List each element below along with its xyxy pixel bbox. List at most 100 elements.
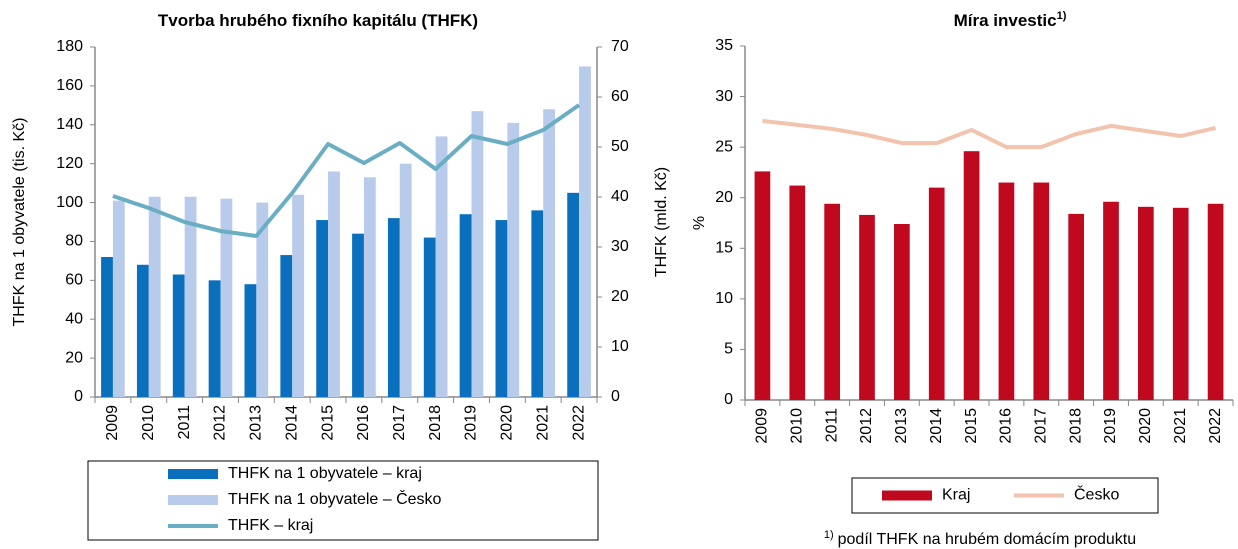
y2-tick-label: 30	[611, 238, 629, 255]
legend-swatch	[168, 469, 218, 479]
x-tick-label: 2014	[283, 405, 300, 441]
x-tick-label: 2017	[1033, 408, 1050, 444]
y-tick-label: 35	[715, 37, 733, 54]
x-tick-label: 2019	[463, 405, 480, 441]
bar	[244, 284, 257, 397]
chart-title: Tvorba hrubého fixního kapitálu (THFK)	[158, 11, 478, 30]
bar	[507, 122, 520, 397]
x-tick-label: 2013	[893, 408, 910, 444]
bar	[1207, 203, 1224, 400]
x-tick-label: 2012	[212, 405, 229, 441]
x-tick-label: 2018	[1067, 408, 1084, 444]
bar	[495, 220, 508, 397]
bar	[928, 187, 945, 400]
bar	[998, 182, 1015, 400]
x-tick-label: 2014	[928, 408, 945, 444]
y-axis-label: THFK na 1 obyvatele (tis. Kč)	[11, 118, 28, 327]
bar	[136, 264, 149, 397]
bar	[328, 171, 340, 397]
y2-axis-label: THFK (mld. Kč)	[653, 167, 670, 277]
footnote-text: podíl THFK na hrubém domácím produktu	[838, 531, 1137, 548]
x-tick-label: 2010	[140, 405, 157, 441]
x-tick-label: 2009	[104, 405, 121, 441]
y2-tick-label: 70	[611, 38, 629, 55]
bar	[1172, 207, 1189, 400]
bar	[1103, 201, 1119, 400]
title-text: Míra investic	[954, 11, 1057, 30]
bar	[963, 151, 980, 400]
y-tick-label: 15	[715, 240, 733, 257]
bar	[352, 233, 364, 397]
y-tick-label: 100	[56, 194, 83, 211]
x-tick-label: 2021	[534, 405, 551, 441]
y-tick-label: 180	[56, 38, 83, 55]
bar	[824, 203, 840, 400]
y-tick-label: 30	[715, 88, 733, 105]
y-tick-label: 80	[65, 233, 83, 250]
y-tick-label: 140	[56, 116, 83, 133]
legend-label: Česko	[1074, 485, 1119, 504]
bar	[579, 66, 591, 397]
x-tick-label: 2016	[355, 405, 372, 441]
bar	[423, 237, 436, 397]
y-tick-label: 0	[724, 391, 733, 408]
bar	[101, 257, 113, 397]
bar	[184, 196, 197, 397]
bar	[1138, 206, 1154, 400]
y-tick-label: 60	[65, 272, 83, 289]
title-text: Tvorba hrubého fixního kapitálu (THFK)	[158, 11, 478, 30]
bar	[1033, 182, 1050, 400]
bar	[256, 202, 269, 397]
legend-label: THFK na 1 obyvatele – Česko	[228, 489, 442, 508]
bar	[399, 163, 412, 397]
legend-label: THFK na 1 obyvatele – kraj	[228, 465, 422, 482]
y-tick-label: 0	[74, 388, 83, 405]
x-tick-label: 2010	[789, 408, 806, 444]
bar	[292, 194, 305, 397]
bar	[543, 109, 556, 397]
y2-tick-label: 60	[611, 88, 629, 105]
x-tick-label: 2016	[998, 408, 1015, 444]
x-tick-label: 2022	[570, 405, 587, 441]
y2-tick-label: 10	[611, 338, 629, 355]
bar	[435, 136, 448, 397]
bar	[220, 198, 233, 397]
legend-swatch	[882, 490, 932, 501]
bar	[894, 224, 910, 400]
bar	[567, 192, 580, 397]
y2-tick-label: 20	[611, 288, 629, 305]
footnote-marker: 1)	[824, 529, 834, 541]
bar	[148, 196, 161, 397]
x-tick-label: 2021	[1172, 408, 1189, 444]
y-tick-label: 20	[715, 189, 733, 206]
bar	[363, 177, 376, 397]
x-tick-label: 2015	[319, 405, 336, 441]
legend-label: Kraj	[942, 487, 970, 504]
x-tick-label: 2012	[858, 408, 875, 444]
x-tick-label: 2018	[427, 405, 444, 441]
x-tick-label: 2009	[754, 408, 771, 444]
y-tick-label: 25	[715, 138, 733, 155]
x-tick-label: 2011	[823, 408, 840, 443]
x-tick-label: 2020	[499, 405, 516, 441]
y-tick-label: 5	[724, 341, 733, 358]
y-tick-label: 160	[56, 77, 83, 94]
y-tick-label: 120	[56, 155, 83, 172]
bar	[1068, 213, 1084, 400]
x-tick-label: 2020	[1137, 408, 1154, 444]
x-tick-label: 2011	[176, 405, 193, 440]
bar	[459, 214, 472, 397]
bar	[387, 218, 400, 397]
chart-title: Míra investic1)	[954, 10, 1067, 31]
y-tick-label: 10	[715, 290, 733, 307]
bar	[172, 274, 185, 397]
bar	[316, 220, 329, 397]
bar	[112, 200, 125, 397]
legend-swatch	[168, 495, 218, 505]
x-tick-label: 2019	[1102, 408, 1119, 444]
y2-tick-label: 40	[611, 188, 629, 205]
line	[762, 118, 1217, 150]
y-tick-label: 40	[65, 310, 83, 327]
bar	[859, 214, 875, 400]
